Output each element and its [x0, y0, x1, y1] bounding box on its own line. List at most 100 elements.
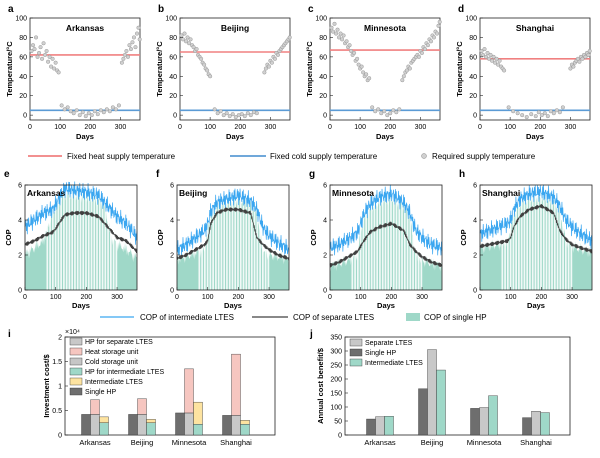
- gap: [403, 191, 406, 290]
- data-point: [520, 113, 525, 118]
- x-tick-label: 0: [328, 294, 332, 301]
- legend-swatch: [69, 357, 83, 366]
- gap: [112, 191, 115, 290]
- data-point: [379, 111, 384, 116]
- x-tick-label: 100: [202, 294, 214, 301]
- data-point: [340, 37, 345, 42]
- data-point: [136, 25, 141, 30]
- y-tick-label: 250: [330, 363, 342, 370]
- y-tick-label: 4: [18, 218, 22, 225]
- gap: [542, 191, 545, 290]
- y-tick-label: 0: [58, 433, 62, 440]
- data-point: [224, 111, 229, 116]
- gap: [212, 191, 214, 290]
- cop-panel-e: e Arkansas 0 2 4 6 0 100 200 300 Days COP: [4, 169, 138, 310]
- gap: [87, 191, 90, 290]
- gap: [228, 191, 231, 290]
- bar-hp-for-intermediate-ltes: [240, 424, 250, 436]
- data-point: [524, 115, 529, 120]
- gap: [409, 191, 412, 290]
- cop-panel-h: h Shanghai 0 2 4 6 0 100 200 300 Days COP: [459, 169, 593, 310]
- y-tick-label: 200: [330, 377, 342, 384]
- data-point: [86, 111, 91, 116]
- legend-label: Intermediate LTES: [85, 379, 143, 386]
- x-tick-label: 200: [233, 294, 245, 301]
- y-axis-label: Temperature/°C: [455, 41, 464, 97]
- cold-legend-label: Fixed cold supply temperature: [270, 152, 378, 161]
- bar-separate-ltes: [427, 349, 437, 436]
- data-point: [275, 52, 280, 57]
- separate-legend-label: COP of separate LTES: [293, 313, 374, 322]
- legend-swatch: [349, 338, 363, 347]
- data-point: [263, 66, 268, 71]
- bar-intermediate-ltes: [540, 412, 550, 436]
- gap: [101, 191, 104, 290]
- y-tick-label: 0: [23, 113, 27, 120]
- x-axis-label: Days: [72, 301, 90, 310]
- x-tick-label: 0: [178, 124, 182, 131]
- intermediate-ltes-line: [479, 184, 593, 249]
- legend-label: Intermediate LTES: [365, 360, 423, 367]
- legend-label: HP for intermediate LTES: [85, 369, 164, 376]
- cop-legend: COP of intermediate LTES COP of separate …: [100, 313, 487, 322]
- x-axis-label: Days: [376, 132, 394, 141]
- gap: [267, 191, 270, 290]
- data-point: [548, 109, 553, 114]
- gap: [261, 191, 264, 290]
- y-tick-label: 1.5: [52, 359, 62, 366]
- cop-panel-g: g Minnesota 0 2 4 6 0 100 200 300 Days COP: [309, 169, 443, 310]
- data-point: [34, 35, 39, 40]
- y-tick-label: 60: [19, 54, 27, 61]
- gap: [104, 191, 107, 290]
- y-tick-label: 20: [19, 93, 27, 100]
- x-tick-label: 300: [115, 124, 127, 131]
- y-tick-label: 0: [173, 113, 177, 120]
- data-point: [233, 115, 238, 120]
- data-point: [125, 54, 130, 59]
- x-tick-label: 300: [265, 124, 277, 131]
- data-point: [68, 109, 73, 114]
- legend-swatch: [69, 347, 83, 356]
- x-tick-label: 200: [384, 124, 396, 131]
- data-point: [49, 64, 54, 69]
- gap: [198, 191, 201, 290]
- gap: [79, 191, 82, 290]
- x-tick-label: 0: [328, 124, 332, 131]
- data-point: [434, 31, 439, 36]
- legend-label: HP for separate LTES: [85, 339, 153, 346]
- data-point: [332, 21, 337, 26]
- data-point: [287, 35, 292, 40]
- gap: [209, 191, 212, 290]
- gap: [381, 191, 384, 290]
- gap: [204, 191, 206, 290]
- gap: [540, 191, 542, 290]
- gap: [518, 191, 520, 290]
- gap: [93, 191, 96, 290]
- gap: [71, 191, 74, 290]
- data-point: [137, 37, 142, 42]
- data-point: [416, 54, 421, 59]
- y-tick-label: 6: [473, 183, 477, 190]
- data-point: [37, 50, 42, 55]
- data-point: [557, 110, 562, 115]
- y-tick-label: 0.5: [52, 408, 62, 415]
- plot-frame: [179, 17, 291, 121]
- y-axis-label: COP: [459, 229, 468, 245]
- data-point: [227, 114, 232, 119]
- plot-frame: [479, 184, 593, 291]
- data-point: [355, 56, 360, 61]
- gap: [417, 191, 420, 290]
- y-tick-label: 0: [18, 288, 22, 295]
- bar-intermediate-ltes: [99, 416, 109, 423]
- data-point: [394, 110, 399, 115]
- x-axis-label: Days: [224, 301, 242, 310]
- gap: [559, 191, 562, 290]
- legend-label: Heat storage unit: [85, 349, 138, 356]
- gap: [373, 191, 376, 290]
- x-tick-label: 300: [111, 294, 123, 301]
- data-point: [83, 114, 88, 119]
- y-axis-label: Investment cost/$: [42, 353, 51, 417]
- data-point: [347, 43, 352, 48]
- x-tick-label: 0: [478, 124, 482, 131]
- data-point: [388, 111, 393, 116]
